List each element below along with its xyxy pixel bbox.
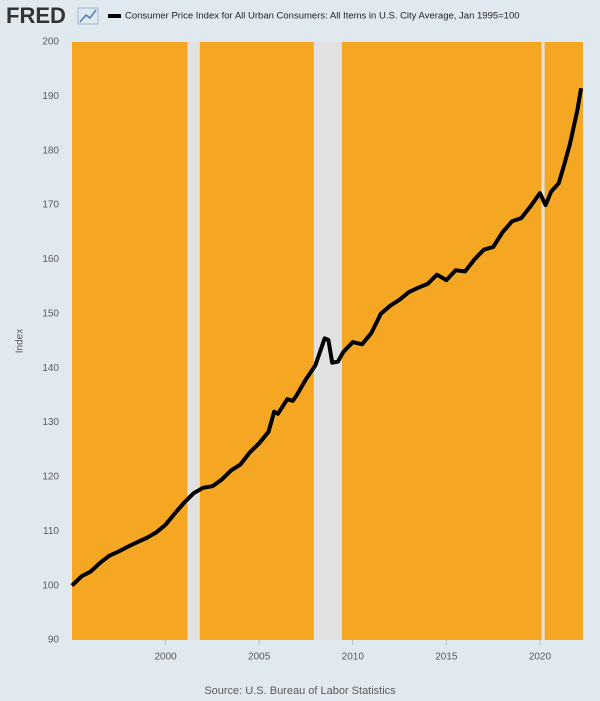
y-tick-label: 120	[42, 472, 59, 483]
source: Source: U.S. Bureau of Labor Statistics	[204, 685, 396, 697]
y-tick-label: 90	[48, 635, 60, 646]
y-tick-label: 110	[43, 526, 59, 537]
x-tick-label: 2010	[342, 652, 365, 663]
y-tick-label: 160	[42, 254, 59, 265]
x-tick-label: 2005	[248, 652, 271, 663]
y-tick-label: 100	[42, 580, 59, 591]
logo-icon	[79, 9, 97, 23]
y-tick-label: 130	[42, 417, 59, 428]
y-tick-label: 180	[42, 145, 59, 156]
x-tick-label: 2000	[154, 652, 177, 663]
y-axis-label: Index	[15, 329, 26, 353]
line	[70, 87, 584, 588]
legend-label: Consumer Price Index for All Urban Consu…	[125, 11, 520, 22]
logo: FRED	[6, 3, 66, 28]
y-tick-label: 140	[42, 363, 59, 374]
logo-icon-frame	[77, 7, 99, 25]
recession-band	[541, 42, 545, 640]
y-tick-label: 190	[42, 91, 59, 102]
y-tick-label: 170	[42, 200, 59, 211]
y-tick-label: 200	[42, 37, 59, 48]
x-tick-label: 2020	[529, 652, 552, 663]
x-tick-label: 2015	[435, 652, 458, 663]
recession-band	[187, 42, 200, 640]
y-tick-label: 150	[42, 308, 59, 319]
